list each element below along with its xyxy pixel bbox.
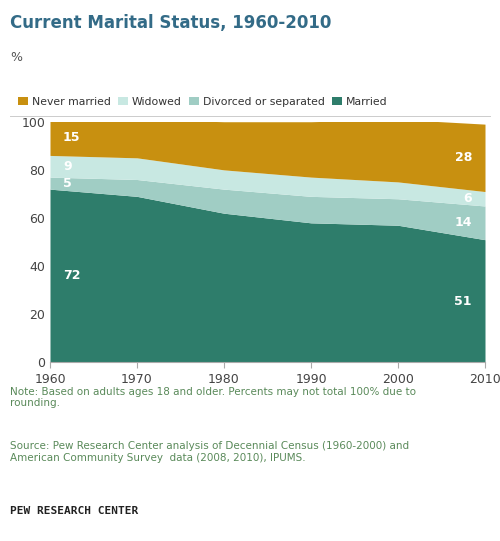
Text: 5: 5 [63, 176, 72, 189]
Text: 15: 15 [63, 131, 80, 144]
Text: 28: 28 [454, 151, 472, 164]
Text: 51: 51 [454, 295, 472, 308]
Text: 14: 14 [454, 216, 472, 229]
Text: Current Marital Status, 1960-2010: Current Marital Status, 1960-2010 [10, 14, 332, 31]
Text: 6: 6 [464, 192, 472, 205]
Text: PEW RESEARCH CENTER: PEW RESEARCH CENTER [10, 506, 138, 516]
Text: 9: 9 [63, 160, 72, 173]
Text: 72: 72 [63, 269, 80, 282]
Text: Source: Pew Research Center analysis of Decennial Census (1960-2000) and
America: Source: Pew Research Center analysis of … [10, 441, 409, 463]
Text: Note: Based on adults ages 18 and older. Percents may not total 100% due to
roun: Note: Based on adults ages 18 and older.… [10, 387, 416, 408]
Legend: Never married, Widowed, Divorced or separated, Married: Never married, Widowed, Divorced or sepa… [18, 97, 388, 107]
Text: %: % [10, 51, 22, 64]
